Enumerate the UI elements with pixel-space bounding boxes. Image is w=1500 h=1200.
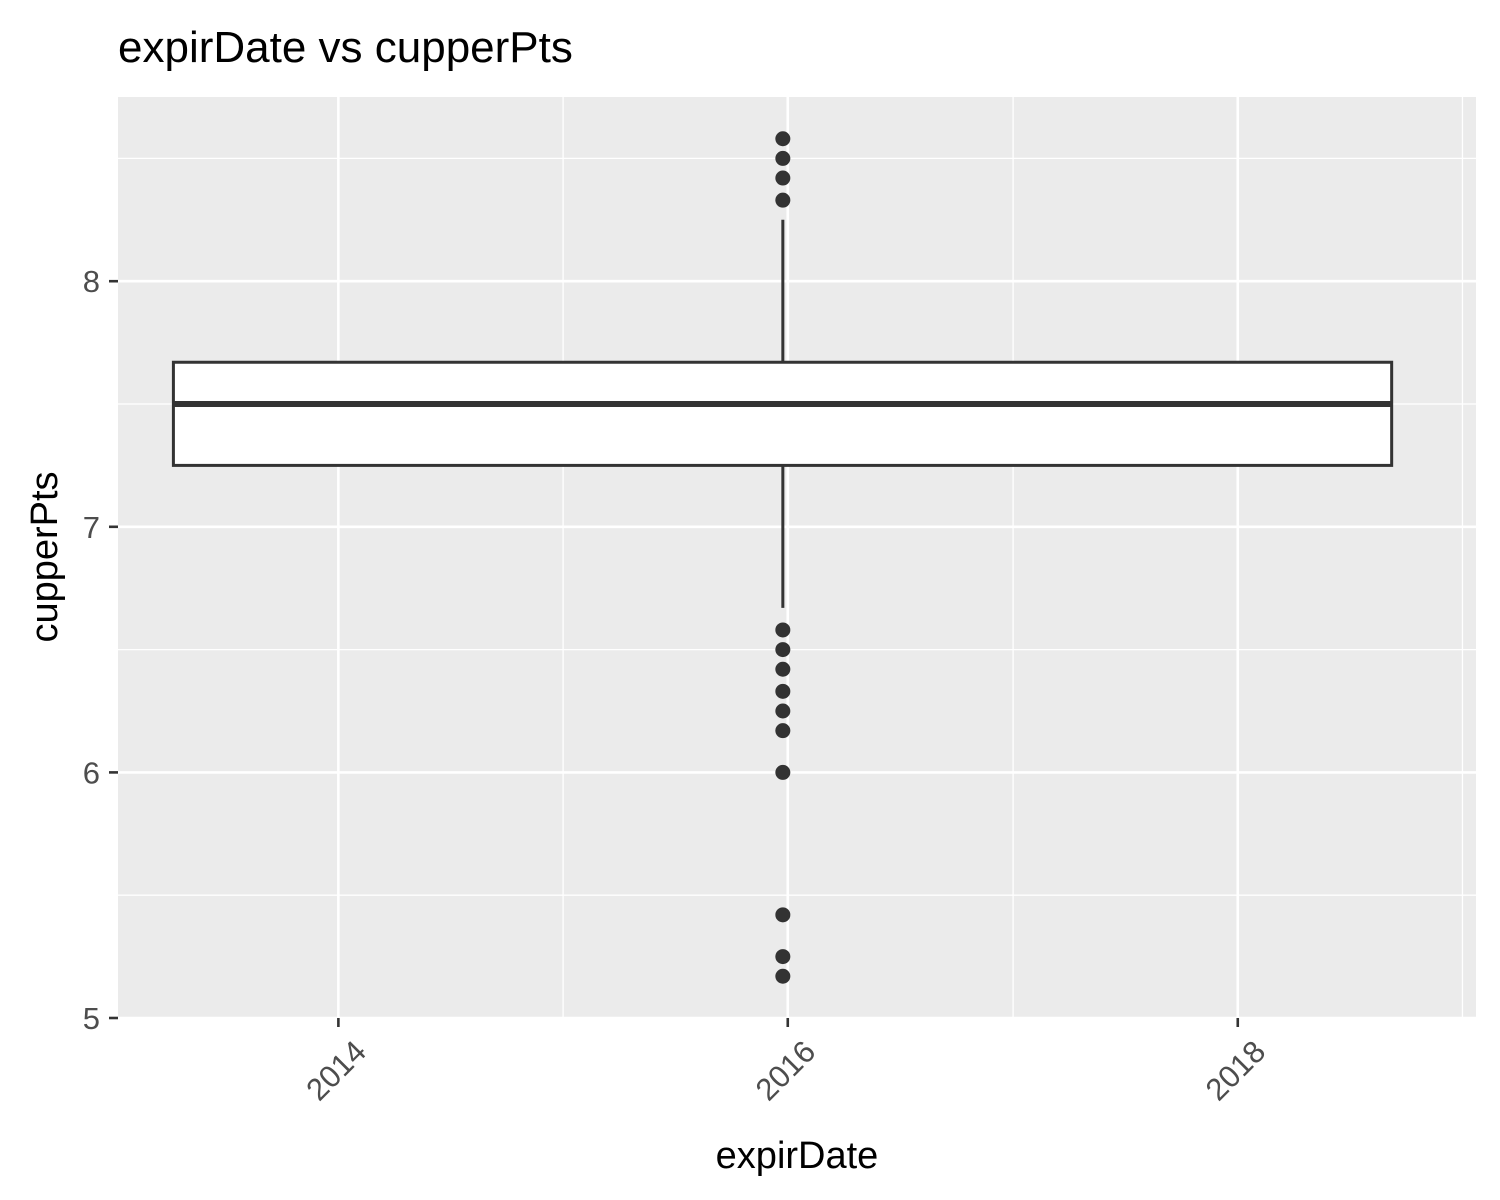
outlier-point	[775, 907, 791, 923]
y-tick-label: 5	[83, 1001, 100, 1036]
y-tick-label: 8	[83, 264, 100, 299]
outlier-point	[775, 683, 791, 699]
y-tick-label: 7	[83, 510, 100, 545]
outlier-point	[775, 170, 791, 186]
x-axis-title: expirDate	[716, 1135, 879, 1177]
x-axis: 2014 2016 2018	[299, 1018, 1272, 1107]
outlier-point	[775, 642, 791, 658]
outlier-point	[775, 949, 791, 965]
grid-major	[118, 97, 1476, 1020]
chart-title: expirDate vs cupperPts	[118, 23, 573, 72]
y-axis: 5 6 7 8	[83, 264, 118, 1036]
outlier-point	[775, 131, 791, 147]
outlier-point	[775, 150, 791, 166]
outlier-point	[775, 764, 791, 780]
outlier-point	[775, 703, 791, 719]
outlier-point	[775, 661, 791, 677]
x-tick-label: 2016	[749, 1034, 823, 1108]
outlier-point	[775, 723, 791, 739]
y-tick-label: 6	[83, 755, 100, 790]
x-tick-label: 2014	[299, 1034, 373, 1108]
plot-panel	[118, 97, 1476, 1018]
y-axis-title: cupperPts	[24, 471, 66, 642]
outliers	[775, 131, 791, 984]
x-tick-label: 2018	[1199, 1034, 1273, 1108]
outlier-point	[775, 968, 791, 984]
box-group	[171, 360, 1394, 467]
box-iqr	[171, 360, 1394, 467]
outlier-point	[775, 622, 791, 638]
outlier-point	[775, 192, 791, 208]
